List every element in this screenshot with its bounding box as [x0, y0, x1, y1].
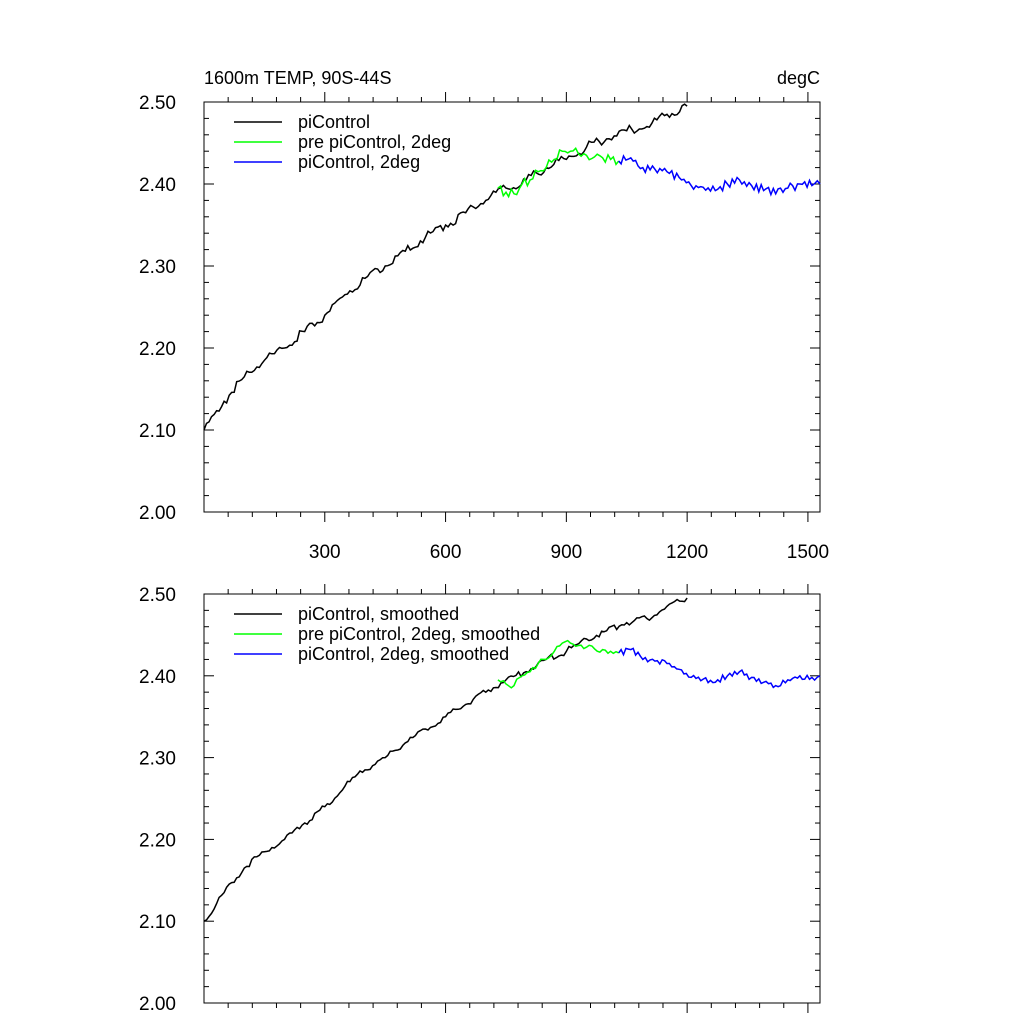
legend-label: pre piControl, 2deg: [298, 132, 451, 152]
x-tick-label: 900: [551, 542, 583, 563]
series-line: [203, 103, 688, 431]
series-line: [618, 647, 821, 689]
x-tick-label: 1500: [787, 542, 829, 563]
figure-title: 1600m TEMP, 90S-44S: [204, 68, 391, 88]
units-label: degC: [777, 68, 820, 88]
y-tick-label: 2.30: [139, 749, 176, 770]
y-tick-label: 2.20: [139, 339, 176, 360]
chart-panel-top: 2.00 2.10 2.20 2.30 2.40 2.50 300 600 900 1200 150…: [139, 92, 829, 563]
legend-label: piControl: [298, 112, 370, 132]
series-line: [618, 154, 821, 197]
chart-panel-bottom: 2.00 2.10 2.20 2.30 2.40 2.50 piControl, smoot…: [139, 584, 821, 1015]
series-line: [497, 639, 620, 689]
y-tick-label: 2.00: [139, 503, 176, 524]
y-tick-label: 2.30: [139, 257, 176, 278]
x-tick-label: 300: [309, 542, 341, 563]
plot-frame: [203, 101, 821, 513]
plot-frame: [203, 593, 821, 1004]
x-tick-label: 1200: [666, 542, 708, 563]
series-line: [497, 147, 620, 199]
series-line: [203, 597, 688, 922]
y-tick-label: 2.10: [139, 912, 176, 933]
y-tick-label: 2.50: [139, 585, 176, 606]
y-tick-label: 2.10: [139, 421, 176, 442]
x-tick-label: 600: [430, 542, 462, 563]
y-tick-label: 2.40: [139, 667, 176, 688]
legend-label: piControl, 2deg, smoothed: [298, 644, 509, 664]
legend-label: piControl, smoothed: [298, 604, 459, 624]
y-tick-label: 2.20: [139, 830, 176, 851]
y-tick-label: 2.50: [139, 93, 176, 114]
legend-label: piControl, 2deg: [298, 152, 420, 172]
y-tick-label: 2.00: [139, 994, 176, 1015]
legend-label: pre piControl, 2deg, smoothed: [298, 624, 540, 644]
y-tick-label: 2.40: [139, 175, 176, 196]
